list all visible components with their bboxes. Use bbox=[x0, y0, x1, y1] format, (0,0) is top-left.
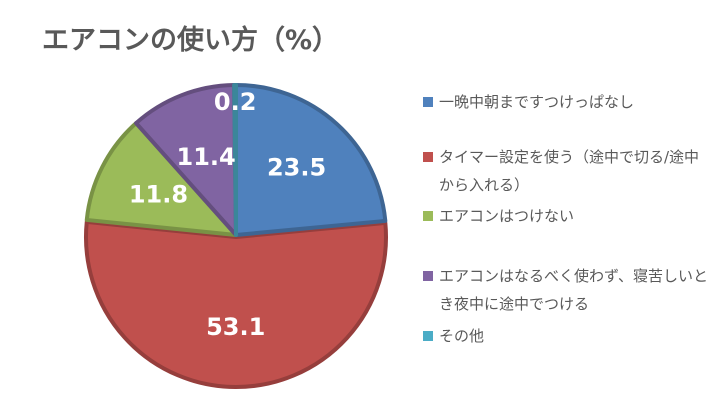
legend-swatch-timer bbox=[423, 152, 433, 162]
data-label-no-aircon: 11.8 bbox=[129, 181, 188, 209]
pie-slice-timer bbox=[84, 219, 388, 389]
legend-swatch-no-aircon bbox=[423, 211, 433, 221]
pie-slice-midnight bbox=[134, 83, 238, 237]
data-label-midnight: 11.4 bbox=[177, 143, 236, 171]
data-label-timer: 53.1 bbox=[206, 313, 265, 341]
legend-label-no-aircon: エアコンはつけない bbox=[439, 207, 575, 225]
legend-swatch-overnight bbox=[423, 97, 433, 107]
legend-swatch-midnight bbox=[423, 271, 433, 281]
legend-label-other: その他 bbox=[439, 327, 485, 345]
data-label-overnight: 23.5 bbox=[267, 153, 326, 181]
legend-swatch-other bbox=[423, 331, 433, 341]
pie-slice-overnight bbox=[234, 83, 388, 237]
pie-slice-no-aircon bbox=[84, 121, 238, 237]
chart-title: エアコンの使い方（%） bbox=[42, 25, 340, 56]
pie-slice-other bbox=[232, 82, 238, 237]
legend-label-overnight: 一晩中朝まですつけっぱなし bbox=[439, 93, 635, 111]
data-label-other: 0.2 bbox=[214, 88, 257, 116]
legend-label-midnight: エアコンはなるべく使わず、寝苦しいとき夜中に途中でつける bbox=[439, 267, 708, 313]
legend-label-timer: タイマー設定を使う（途中で切る/途中から入れる） bbox=[439, 148, 700, 194]
